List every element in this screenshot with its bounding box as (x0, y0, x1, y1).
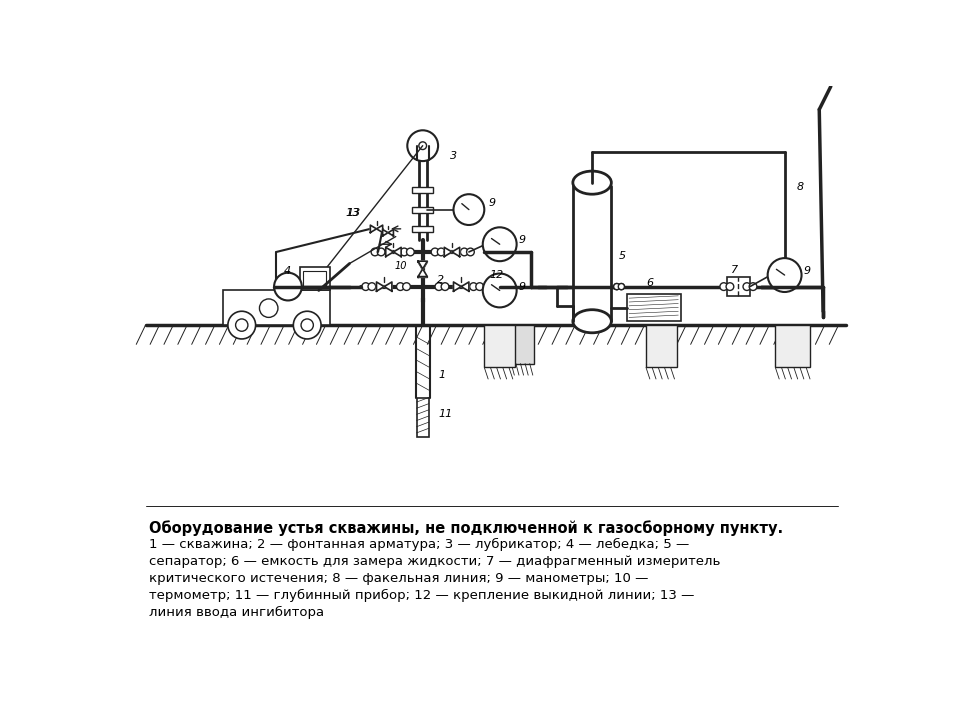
Polygon shape (376, 282, 384, 291)
Circle shape (720, 283, 728, 290)
Ellipse shape (573, 171, 612, 194)
Bar (727, 277, 750, 296)
Text: 9: 9 (519, 282, 526, 292)
Bar (300, 267, 330, 290)
Text: 8: 8 (797, 181, 804, 192)
Circle shape (294, 311, 321, 339)
Polygon shape (461, 282, 468, 291)
Text: 11: 11 (438, 409, 452, 418)
Polygon shape (452, 248, 460, 256)
Circle shape (613, 284, 620, 289)
Text: 5: 5 (619, 251, 626, 261)
Circle shape (377, 248, 385, 256)
Circle shape (419, 142, 426, 150)
Text: 9: 9 (804, 266, 811, 276)
Text: 13: 13 (347, 209, 361, 218)
Polygon shape (371, 225, 376, 233)
Polygon shape (394, 248, 401, 256)
Ellipse shape (573, 310, 612, 333)
Bar (412, 226, 434, 232)
Circle shape (613, 284, 620, 289)
Text: 10: 10 (395, 261, 407, 271)
Text: Оборудование устья скважины, не подключенной к газосборному пункту.: Оборудование устья скважины, не подключе… (150, 520, 783, 536)
Circle shape (469, 283, 477, 290)
Bar (484, 325, 516, 367)
Polygon shape (444, 248, 452, 256)
Bar (646, 325, 677, 367)
Text: 1 — скважина; 2 — фонтанная арматура; 3 — лубрикатор; 4 — лебедка; 5 —: 1 — скважина; 2 — фонтанная арматура; 3 … (150, 539, 689, 552)
Circle shape (476, 283, 484, 290)
Circle shape (453, 194, 484, 225)
Polygon shape (825, 60, 837, 78)
Circle shape (438, 248, 445, 256)
Circle shape (396, 283, 404, 290)
Circle shape (726, 283, 733, 290)
Polygon shape (418, 262, 427, 270)
Circle shape (406, 248, 414, 256)
Circle shape (483, 228, 516, 261)
Polygon shape (388, 230, 394, 236)
Circle shape (400, 248, 408, 256)
Text: 9: 9 (519, 235, 526, 246)
Text: 6: 6 (646, 278, 653, 288)
Circle shape (461, 248, 468, 256)
Text: 2: 2 (437, 276, 444, 285)
Polygon shape (418, 269, 427, 276)
Circle shape (368, 283, 375, 290)
Circle shape (407, 130, 438, 161)
Circle shape (749, 283, 756, 290)
Text: линия ввода ингибитора: линия ввода ингибитора (150, 606, 324, 619)
Text: критического истечения; 8 — факельная линия; 9 — манометры; 10 —: критического истечения; 8 — факельная ли… (150, 572, 649, 585)
Polygon shape (418, 270, 427, 277)
Bar (512, 325, 535, 364)
Polygon shape (383, 230, 388, 236)
Text: 12: 12 (490, 270, 504, 280)
Circle shape (275, 273, 301, 300)
Polygon shape (453, 282, 461, 291)
Text: 7: 7 (731, 265, 738, 274)
Bar (223, 290, 330, 325)
Circle shape (431, 248, 439, 256)
Circle shape (435, 283, 443, 290)
Text: 4: 4 (284, 266, 291, 276)
Text: термометр; 11 — глубинный прибор; 12 — крепление выкидной линии; 13 —: термометр; 11 — глубинный прибор; 12 — к… (150, 589, 695, 603)
Polygon shape (418, 261, 427, 269)
Polygon shape (376, 225, 383, 233)
Circle shape (402, 283, 410, 290)
Circle shape (467, 248, 474, 256)
Circle shape (618, 284, 624, 289)
Polygon shape (386, 248, 394, 256)
Bar (417, 398, 429, 437)
Text: 1: 1 (438, 370, 445, 380)
Bar (776, 325, 810, 367)
Circle shape (618, 284, 624, 289)
Circle shape (483, 274, 516, 307)
Bar (412, 187, 434, 194)
Text: 9: 9 (488, 199, 495, 208)
Bar (627, 294, 681, 321)
Circle shape (228, 311, 255, 339)
Circle shape (301, 319, 313, 331)
Circle shape (372, 248, 379, 256)
Bar (303, 271, 326, 287)
Bar (412, 207, 434, 212)
Circle shape (442, 283, 449, 290)
Text: сепаратор; 6 — емкость для замера жидкости; 7 — диафрагменный измеритель: сепаратор; 6 — емкость для замера жидкос… (150, 555, 721, 568)
Circle shape (259, 299, 278, 318)
Circle shape (743, 283, 751, 290)
Circle shape (235, 319, 248, 331)
Polygon shape (384, 282, 392, 291)
Circle shape (362, 283, 370, 290)
Text: 3: 3 (449, 150, 457, 161)
Text: 13: 13 (346, 209, 360, 218)
Circle shape (768, 258, 802, 292)
